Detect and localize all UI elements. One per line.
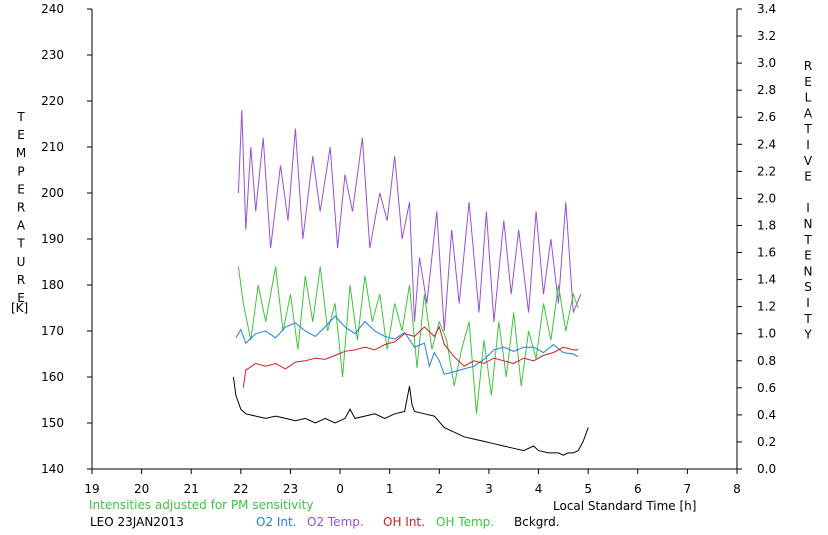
right-axis-letter: N <box>804 217 813 231</box>
right-tick-label: 1.6 <box>757 246 776 260</box>
right-tick-label: 1.8 <box>757 218 776 232</box>
series-line-o2-int <box>235 315 579 375</box>
right-tick-label: 0.6 <box>757 381 776 395</box>
right-tick-label: 3.2 <box>757 29 776 43</box>
right-axis-letter: E <box>804 170 812 184</box>
right-tick-label: 0.2 <box>757 435 776 449</box>
right-tick-label: 0.4 <box>757 408 776 422</box>
left-axis-letter: R <box>17 201 25 215</box>
left-tick-label: 160 <box>41 370 64 384</box>
x-tick-label: 20 <box>134 482 149 496</box>
x-tick-label: 6 <box>634 482 642 496</box>
right-tick-label: 2.4 <box>757 137 776 151</box>
x-tick-label: 2 <box>435 482 443 496</box>
right-tick-label: 2.8 <box>757 83 776 97</box>
x-tick-label: 3 <box>485 482 493 496</box>
right-axis-letter: I <box>806 201 810 215</box>
legend-entry: OH Temp. <box>436 515 494 529</box>
left-axis-letter: A <box>17 219 26 233</box>
x-tick-label: 0 <box>336 482 344 496</box>
series-line-oh-temp <box>237 266 579 414</box>
left-tick-label: 170 <box>41 324 64 338</box>
left-axis-letter: T <box>16 237 25 251</box>
series-line-o2-temp <box>237 110 582 332</box>
right-tick-label: 3.4 <box>757 2 776 16</box>
station-label: LEO 23JAN2013 <box>90 515 184 529</box>
right-axis-letter: I <box>806 138 810 152</box>
left-tick-label: 180 <box>41 278 64 292</box>
left-tick-label: 200 <box>41 186 64 200</box>
right-axis-letter: Y <box>803 328 812 342</box>
right-axis-letter: T <box>803 122 812 136</box>
left-axis-letter: E <box>17 182 25 196</box>
axes-layer: 1401501601701801902002102202302400.00.20… <box>41 2 776 496</box>
x-tick-label: 8 <box>733 482 741 496</box>
x-tick-label: 23 <box>283 482 298 496</box>
sensitivity-note: Intensities adjusted for PM sensitivity <box>89 498 313 512</box>
legend-entry: Bckgrd. <box>514 515 560 529</box>
right-axis-letter: E <box>804 249 812 263</box>
series-line-oh-int <box>242 325 579 388</box>
right-axis-letter: L <box>805 91 812 105</box>
left-axis-unit: [K] <box>11 301 28 315</box>
x-tick-label: 19 <box>84 482 99 496</box>
legend: O2 Int. O2 Temp. OH Int. OH Temp. Bckgrd. <box>256 515 560 529</box>
left-axis-letter: U <box>17 255 26 269</box>
right-tick-label: 1.2 <box>757 300 776 314</box>
left-axis-letter: T <box>16 110 25 124</box>
left-tick-label: 140 <box>41 462 64 476</box>
legend-entry: OH Int. <box>383 515 425 529</box>
x-tick-label: 5 <box>584 482 592 496</box>
x-tick-label: 7 <box>684 482 692 496</box>
x-tick-label: 1 <box>386 482 394 496</box>
right-axis-letter: A <box>804 106 813 120</box>
left-tick-label: 210 <box>41 140 64 154</box>
right-tick-label: 0.8 <box>757 354 776 368</box>
right-tick-label: 2.2 <box>757 164 776 178</box>
left-axis-letter: M <box>16 146 26 160</box>
left-axis-letter: E <box>17 128 25 142</box>
right-axis-letter: T <box>803 312 812 326</box>
right-tick-label: 2.0 <box>757 191 776 205</box>
left-tick-label: 220 <box>41 94 64 108</box>
legend-entry: O2 Temp. <box>307 515 364 529</box>
right-axis-letter: R <box>804 59 812 73</box>
plot-frame <box>91 9 738 470</box>
left-tick-label: 190 <box>41 232 64 246</box>
right-tick-label: 2.6 <box>757 110 776 124</box>
series-line-bckgrd <box>232 376 589 456</box>
legend-entry: O2 Int. <box>256 515 297 529</box>
left-tick-label: 150 <box>41 416 64 430</box>
right-tick-label: 0.0 <box>757 462 776 476</box>
right-tick-label: 3.0 <box>757 56 776 70</box>
x-axis-label: Local Standard Time [h] <box>553 499 696 513</box>
right-axis-letter: E <box>804 75 812 89</box>
x-tick-label: 4 <box>535 482 543 496</box>
x-tick-label: 21 <box>184 482 199 496</box>
left-axis-letter: P <box>17 164 24 178</box>
left-axis-letter: R <box>17 273 25 287</box>
series-layer <box>232 110 589 456</box>
left-tick-label: 230 <box>41 48 64 62</box>
x-tick-label: 22 <box>233 482 248 496</box>
right-tick-label: 1.0 <box>757 327 776 341</box>
left-axis-letter: E <box>17 291 25 305</box>
right-axis-letter: V <box>804 154 813 168</box>
right-axis-letter: I <box>806 296 810 310</box>
left-tick-label: 240 <box>41 2 64 16</box>
right-axis-letter: T <box>803 233 812 247</box>
right-axis-letter: N <box>804 264 813 278</box>
right-tick-label: 1.4 <box>757 273 776 287</box>
right-axis-letter: S <box>804 280 812 294</box>
